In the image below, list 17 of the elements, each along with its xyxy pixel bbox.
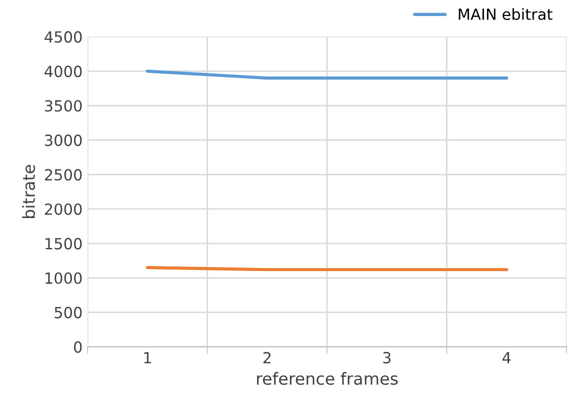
x-tick-label: 3 — [383, 352, 391, 364]
x-axis-title: reference frames — [257, 372, 398, 385]
y-tick-label: 500 — [54, 306, 82, 318]
y-tick-label: 3500 — [45, 100, 82, 112]
x-tick-label: 4 — [502, 352, 511, 364]
y-tick-label: 4000 — [44, 66, 82, 78]
y-tick-label: 1500 — [46, 238, 82, 250]
x-tick-label: 1 — [144, 352, 151, 364]
y-tick-label: 0 — [74, 341, 82, 353]
y-tick-label: 2500 — [44, 169, 82, 181]
y-tick-label: 2000 — [44, 203, 82, 216]
legend-label: MAIN ebitrat — [458, 8, 552, 20]
y-axis-title: bitrate — [22, 164, 36, 218]
y-tick-label: 3000 — [45, 134, 82, 146]
y-tick-label: 4500 — [44, 31, 82, 43]
x-tick-label: 2 — [263, 352, 271, 364]
y-tick-label: 1000 — [46, 272, 82, 284]
